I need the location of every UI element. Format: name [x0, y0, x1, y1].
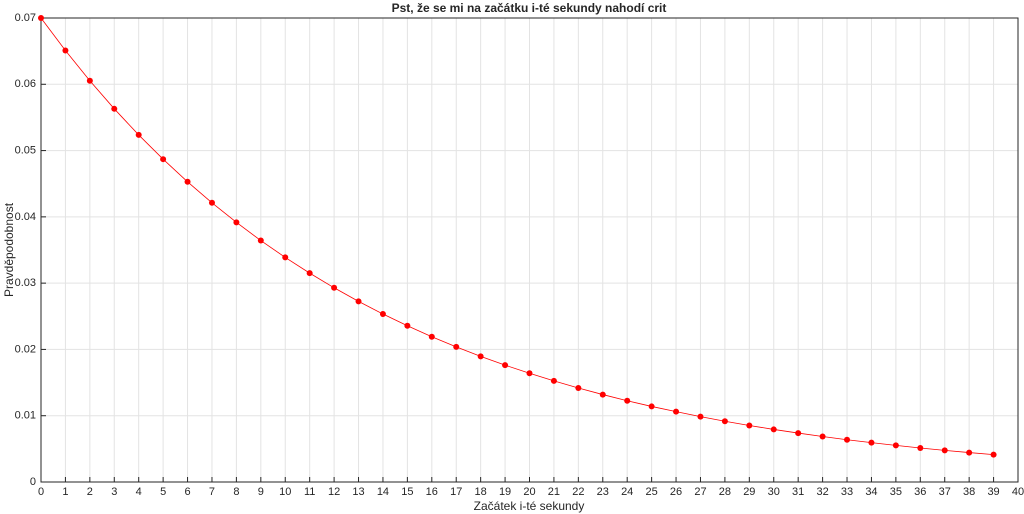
- x-tick-label: 3: [111, 486, 117, 498]
- data-point: [746, 422, 753, 429]
- y-tick-label: 0.03: [15, 277, 36, 289]
- x-axis-label: Začátek i-té sekundy: [474, 499, 585, 513]
- data-point: [819, 433, 826, 440]
- x-tick-label: 19: [499, 486, 511, 498]
- chart-title: Pst, že se mi na začátku i-té sekundy na…: [392, 1, 667, 15]
- data-point: [795, 430, 802, 437]
- x-tick-label: 33: [841, 486, 853, 498]
- x-tick-label: 2: [87, 486, 93, 498]
- data-point: [453, 343, 460, 350]
- data-point: [550, 377, 557, 384]
- x-tick-label: 28: [719, 486, 731, 498]
- x-tick-label: 15: [401, 486, 413, 498]
- x-tick-label: 24: [621, 486, 633, 498]
- data-point: [379, 311, 386, 318]
- x-tick-label: 27: [694, 486, 706, 498]
- data-point: [62, 47, 69, 54]
- data-point: [477, 353, 484, 360]
- x-tick-label: 17: [450, 486, 462, 498]
- x-tick-label: 11: [304, 486, 315, 498]
- data-point: [575, 385, 582, 392]
- data-point: [917, 444, 924, 451]
- plot-frame: [40, 17, 1019, 483]
- x-tick-label: 13: [352, 486, 364, 498]
- x-tick-label: 22: [572, 486, 584, 498]
- x-tick-label: 18: [475, 486, 487, 498]
- data-point: [526, 370, 533, 377]
- y-tick-label: 0.01: [15, 410, 36, 422]
- data-point: [697, 413, 704, 420]
- x-tick-label: 21: [548, 486, 560, 498]
- x-tick-label: 20: [523, 486, 535, 498]
- x-tick-label: 4: [136, 486, 142, 498]
- x-tick-label: 34: [865, 486, 877, 498]
- series-line: [40, 17, 994, 456]
- x-tick-label: 9: [258, 486, 264, 498]
- y-tick-label: 0.06: [15, 78, 36, 90]
- x-tick-label: 37: [939, 486, 951, 498]
- data-point: [111, 105, 118, 112]
- data-point: [306, 270, 313, 277]
- x-tick-label: 38: [963, 486, 975, 498]
- y-tick-label: 0.04: [15, 211, 36, 223]
- data-point: [990, 451, 997, 458]
- y-axis-label: Pravděpodobnost: [2, 202, 16, 297]
- x-tick-label: 36: [914, 486, 926, 498]
- data-point: [892, 442, 899, 449]
- y-tick-label: 0.02: [15, 343, 36, 355]
- data-point: [135, 131, 142, 138]
- x-tick-label: 14: [377, 486, 389, 498]
- x-tick-label: 10: [279, 486, 291, 498]
- data-point: [941, 447, 948, 454]
- x-tick-label: 7: [209, 486, 215, 498]
- x-tick-label: 29: [743, 486, 755, 498]
- data-point: [428, 333, 435, 340]
- y-tick-label: 0.05: [15, 144, 36, 156]
- data-point: [184, 178, 191, 185]
- data-point: [355, 298, 362, 305]
- x-tick-label: 32: [816, 486, 828, 498]
- data-point: [404, 322, 411, 329]
- x-tick-label: 5: [160, 486, 166, 498]
- x-tick-label: 26: [670, 486, 682, 498]
- data-point: [160, 156, 167, 163]
- x-tick-label: 23: [597, 486, 609, 498]
- x-tick-label: 16: [426, 486, 438, 498]
- x-tick-label: 39: [987, 486, 999, 498]
- data-point: [331, 284, 338, 291]
- x-tick-label: 40: [1012, 486, 1024, 498]
- x-tick-label: 0: [38, 486, 44, 498]
- x-tick-label: 31: [792, 486, 804, 498]
- data-point: [257, 237, 264, 244]
- data-point: [844, 436, 851, 443]
- x-tick-label: 35: [890, 486, 902, 498]
- data-point: [868, 439, 875, 446]
- data-point: [599, 391, 606, 398]
- x-tick-label: 1: [62, 486, 68, 498]
- x-tick-label: 6: [184, 486, 190, 498]
- x-tick-label: 30: [768, 486, 780, 498]
- data-point: [648, 403, 655, 410]
- data-point: [502, 362, 509, 369]
- data-point: [233, 219, 240, 226]
- data-point: [770, 426, 777, 433]
- data-point: [966, 449, 973, 456]
- data-point: [208, 199, 215, 206]
- x-tick-label: 25: [646, 486, 658, 498]
- data-point: [721, 418, 728, 425]
- x-tick-label: 12: [328, 486, 340, 498]
- x-tick-label: 8: [233, 486, 239, 498]
- data-point: [282, 254, 289, 261]
- data-point: [86, 77, 93, 84]
- y-tick-label: 0: [30, 476, 36, 488]
- y-tick-label: 0.07: [15, 12, 36, 24]
- data-point: [38, 15, 44, 21]
- data-point: [624, 397, 631, 404]
- data-point: [673, 408, 680, 415]
